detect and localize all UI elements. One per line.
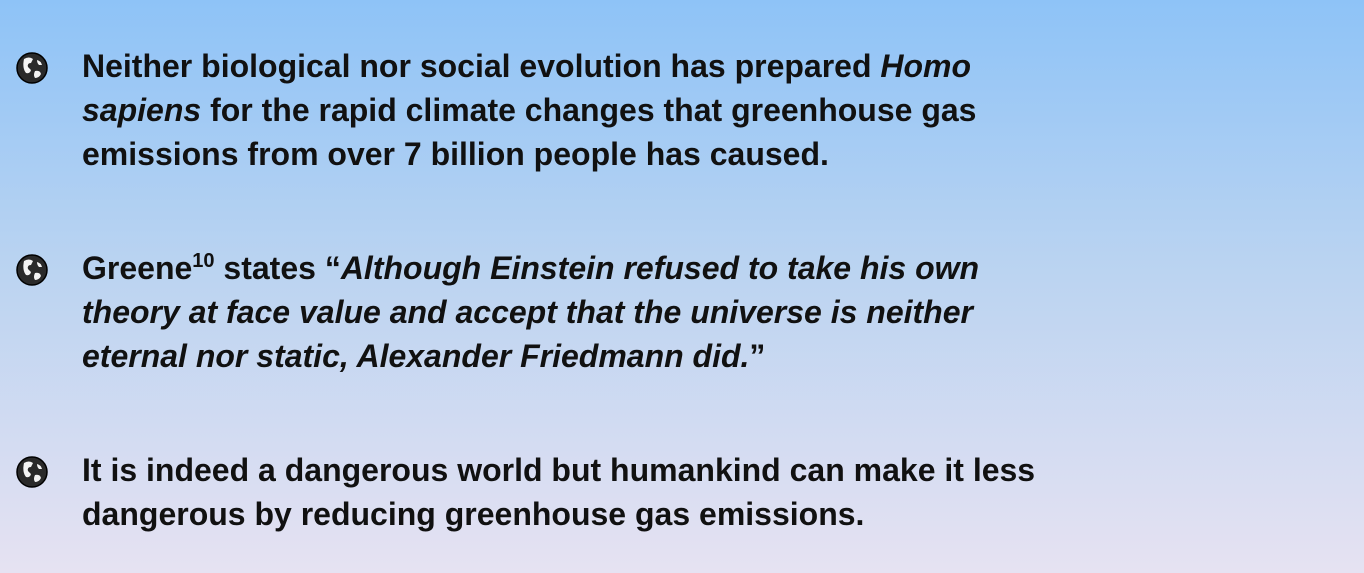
text-run: theory at face value and accept that the… xyxy=(82,294,973,330)
text-run: dangerous by reducing greenhouse gas emi… xyxy=(82,496,865,532)
text-run: emissions from over 7 billion people has… xyxy=(82,136,829,172)
text-run: Neither biological nor social evolution … xyxy=(82,48,881,84)
text-line: Neither biological nor social evolution … xyxy=(82,44,971,88)
text-run: Although Einstein refused to take his ow… xyxy=(340,250,980,286)
text-line: sapiens for the rapid climate changes th… xyxy=(82,88,976,132)
text-run: sapiens xyxy=(82,92,202,128)
text-line: dangerous by reducing greenhouse gas emi… xyxy=(82,492,864,536)
bullet: It is indeed a dangerous world but human… xyxy=(0,448,1364,536)
text-line: theory at face value and accept that the… xyxy=(82,290,973,334)
bullet: Neither biological nor social evolution … xyxy=(0,44,1364,176)
bullet-icon xyxy=(16,254,48,286)
text-line: emissions from over 7 billion people has… xyxy=(82,132,829,176)
text-run: It is indeed a dangerous world but human… xyxy=(82,452,1036,488)
text-run: for the rapid climate changes that green… xyxy=(201,92,977,128)
bullet-icon xyxy=(16,456,48,488)
text-line: It is indeed a dangerous world but human… xyxy=(82,448,1035,492)
text-line: Greene10 states “Although Einstein refus… xyxy=(82,246,979,290)
text-line: eternal nor static, Alexander Friedmann … xyxy=(82,334,765,378)
text-run: Greene xyxy=(82,250,193,286)
bullet: Greene10 states “Although Einstein refus… xyxy=(0,246,1364,378)
superscript: 10 xyxy=(192,250,215,272)
text-run: states “ xyxy=(214,250,341,286)
text-run: Homo xyxy=(880,48,972,84)
bullet-icon xyxy=(16,52,48,84)
text-run: ” xyxy=(749,338,766,374)
text-run: eternal nor static, Alexander Friedmann … xyxy=(82,338,750,374)
